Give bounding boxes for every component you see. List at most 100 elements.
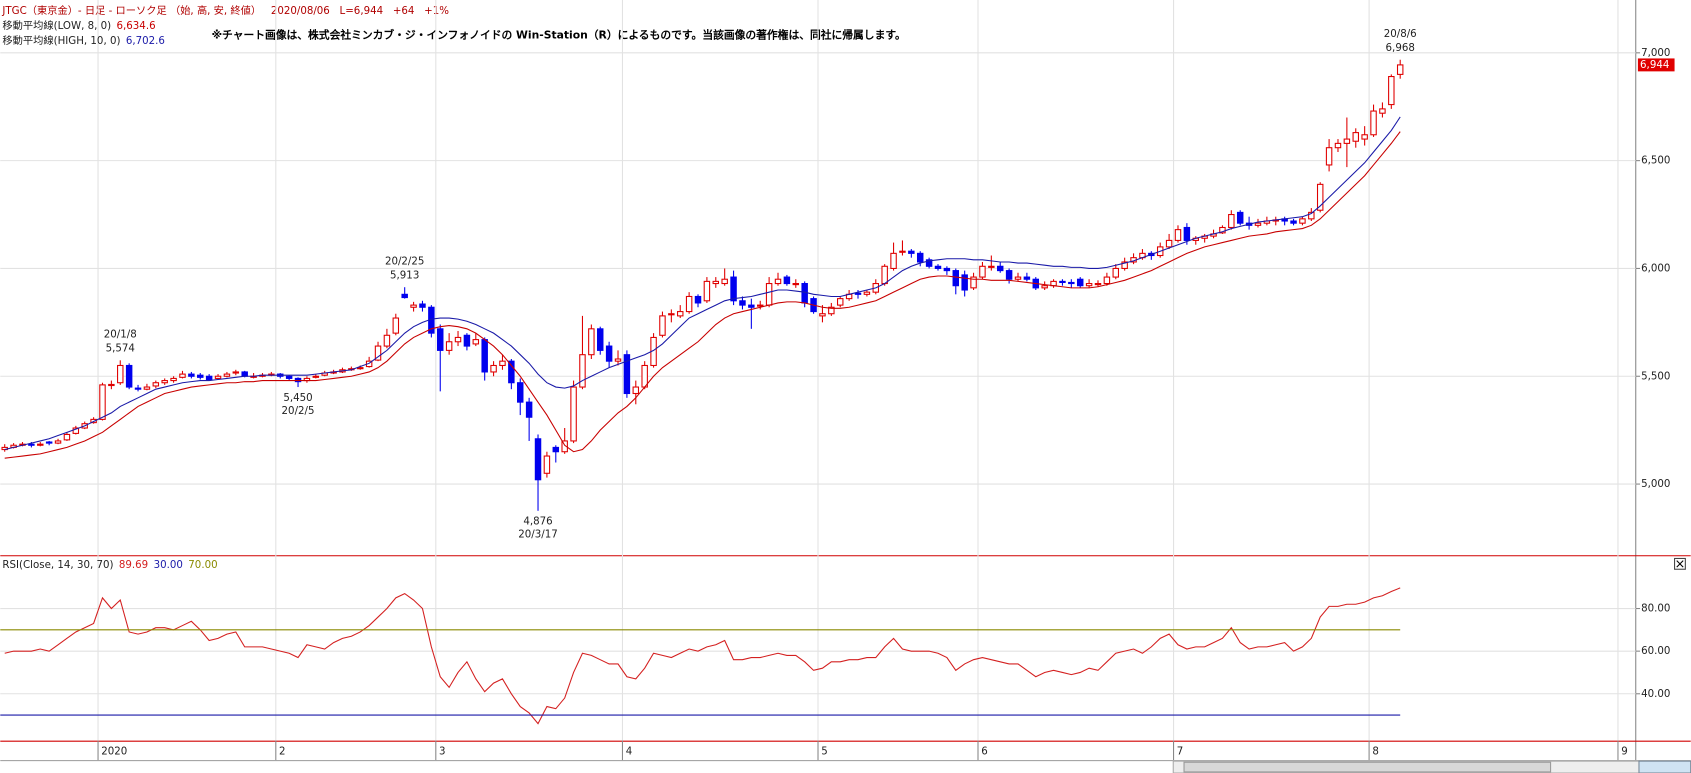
annotation-price: 5,450 [283, 392, 312, 404]
candle-body [1370, 110, 1377, 136]
candle-body [597, 328, 604, 351]
candle-body [143, 386, 151, 390]
header-change: +64 [393, 5, 415, 17]
scrollbar[interactable] [1172, 760, 1691, 773]
x-tick-label: 4 [626, 745, 633, 757]
candle-body [1228, 214, 1235, 229]
candle-body [1076, 278, 1084, 287]
candle-body [1254, 222, 1262, 226]
legend-label: 移動平均線(HIGH, 10, 0) [2, 34, 120, 47]
candle-body [1343, 138, 1351, 144]
candle-body [641, 364, 648, 388]
header-last: L=6,944 [340, 5, 384, 17]
y-tick-label: 80.00 [1641, 603, 1670, 615]
candle-body [783, 276, 791, 285]
candle-body [241, 371, 248, 377]
candle-body [472, 339, 480, 345]
candle-body [499, 360, 506, 367]
candle-body [1041, 285, 1048, 289]
candle-body [1121, 261, 1128, 269]
candle-body [312, 375, 320, 378]
candle-body [508, 360, 515, 384]
candle-body [125, 364, 133, 388]
candle-body [712, 280, 720, 285]
y-tick-label: 5,000 [1641, 478, 1670, 490]
candle-body [1103, 276, 1111, 285]
y-tick-label: 40.00 [1641, 688, 1670, 700]
candle-body [952, 270, 960, 287]
candle-body [1388, 76, 1395, 106]
x-tick-label: 9 [1621, 745, 1628, 757]
candle-body [703, 280, 711, 302]
candle-body [1059, 280, 1066, 284]
candle-body [1334, 142, 1342, 149]
x-tick-label: 2 [279, 745, 286, 757]
candle-body [774, 278, 782, 285]
candle-body [454, 336, 462, 343]
candle-body [152, 382, 160, 387]
candle-body [623, 354, 631, 395]
candle-body [792, 283, 800, 286]
candle-body [285, 375, 293, 379]
candle-body [37, 443, 44, 446]
candle-body [445, 341, 453, 351]
candle-body [232, 371, 240, 374]
candle-body [579, 354, 586, 388]
candle-body [819, 313, 826, 317]
candle-body [1174, 229, 1182, 241]
moving-average-line [4, 131, 1401, 459]
candle-body [685, 295, 693, 313]
x-tick-label: 8 [1372, 745, 1379, 757]
candle-body [943, 267, 951, 272]
candle-body [170, 377, 177, 382]
annotation-price: 6,968 [1386, 42, 1415, 54]
candle-body [1112, 267, 1120, 278]
candle-body [161, 380, 168, 384]
candle-body [525, 401, 533, 418]
candle-body [490, 364, 497, 373]
candle-body [1236, 211, 1244, 224]
candle-body [899, 250, 906, 253]
candle-body [108, 383, 115, 387]
annotation-date: 20/2/25 [385, 255, 424, 267]
candle-body [1165, 239, 1173, 248]
y-tick-label: 6,000 [1641, 262, 1670, 274]
header-date: 2020/08/06 [271, 5, 330, 17]
candle-body [721, 278, 728, 285]
level-label: 70.00 [188, 559, 217, 571]
candle-body [419, 303, 426, 308]
candle-body [694, 295, 702, 304]
candle-body [1379, 108, 1386, 114]
candle-body [463, 334, 471, 347]
header-change-pct: +1% [424, 5, 449, 17]
candle-body [988, 265, 995, 268]
x-tick-label: 6 [981, 745, 988, 757]
annotation-date: 20/1/8 [104, 328, 137, 340]
y-tick-label: 6,500 [1641, 155, 1670, 167]
candle-body [1396, 64, 1404, 75]
candle-body [357, 367, 364, 370]
legend-value: 6,634.6 [117, 20, 156, 32]
annotation-price: 4,876 [523, 516, 552, 528]
candle-body [1005, 270, 1013, 280]
x-tick-label: 3 [439, 745, 446, 757]
candle-body [801, 283, 808, 304]
candle-body [1325, 147, 1333, 166]
legend-label: 移動平均線(LOW, 8, 0) [2, 19, 111, 32]
candle-body [1299, 218, 1306, 224]
candle-body [561, 440, 568, 453]
candle-body [979, 265, 986, 278]
candle-body [677, 311, 684, 317]
candle-body [45, 441, 53, 444]
candle-body [659, 315, 666, 336]
close-button[interactable] [1674, 557, 1686, 570]
candle-body [543, 455, 551, 474]
candle-body [756, 304, 764, 307]
candle-body [99, 384, 106, 420]
candle-body [1316, 183, 1324, 211]
last-price-marker [1637, 58, 1675, 72]
annotation-date: 20/8/6 [1384, 28, 1417, 40]
candle-body [1308, 211, 1315, 220]
candle-body [552, 446, 560, 453]
